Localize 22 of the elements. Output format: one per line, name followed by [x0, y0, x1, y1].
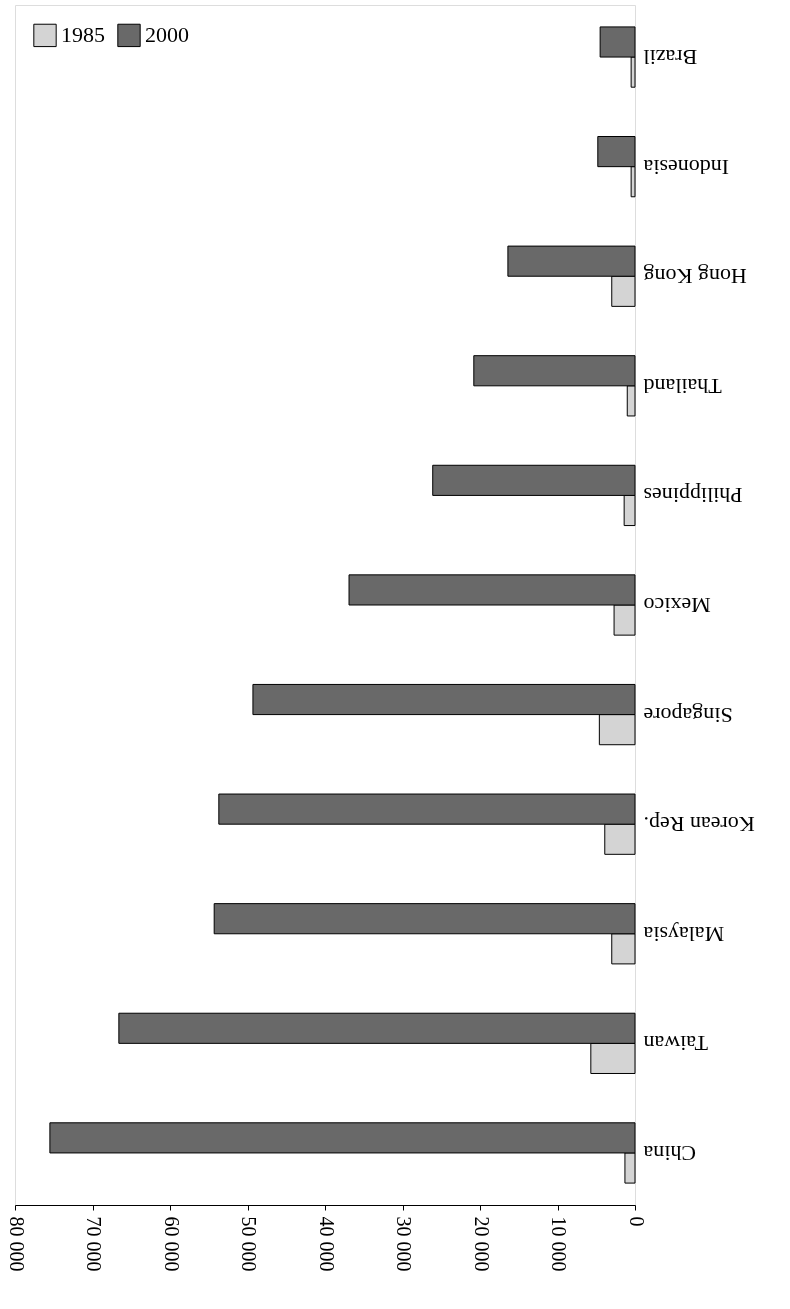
- y-tick-label: Malaysia: [643, 921, 725, 947]
- legend-label: 1985: [61, 22, 105, 48]
- y-tick-label: Thailand: [643, 373, 722, 399]
- x-tick-label: 20 000: [470, 1216, 493, 1272]
- y-tick-label: Mexico: [643, 593, 711, 618]
- x-tick-label: 60 000: [160, 1216, 183, 1272]
- x-tick-label: 30 000: [393, 1216, 415, 1272]
- legend-label: 2000: [145, 22, 189, 48]
- y-tick-label: Taiwan: [643, 1031, 708, 1057]
- x-tick-label: 40 000: [315, 1216, 338, 1272]
- x-tick-label: 70 000: [83, 1216, 105, 1272]
- y-tick-label: Hong Kong: [643, 264, 747, 290]
- y-tick-label: Singapore: [643, 702, 733, 728]
- y-tick-label: Indonesia: [643, 154, 730, 180]
- x-tick-label: 10 000: [548, 1216, 570, 1272]
- y-tick-label: China: [643, 1140, 697, 1166]
- y-tick-label: Brazil: [643, 45, 698, 71]
- y-tick-label: Korean Rep.: [643, 812, 755, 838]
- x-tick-label: 80 000: [5, 1216, 28, 1272]
- x-tick-label: 0: [625, 1216, 648, 1227]
- x-tick-label: 50 000: [238, 1216, 260, 1272]
- y-tick-label: Philippines: [643, 483, 743, 509]
